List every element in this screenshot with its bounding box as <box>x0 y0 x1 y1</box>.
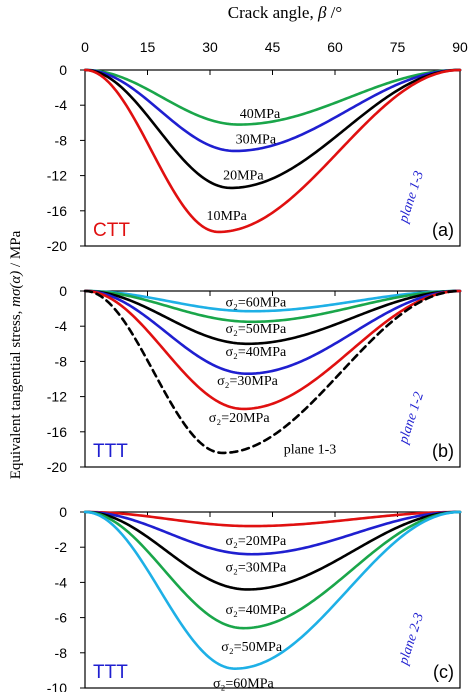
series-label: σ₂=60MPa <box>213 677 275 692</box>
top-tick-label: 15 <box>140 39 156 55</box>
y-tick-label: -12 <box>47 389 67 405</box>
series-line <box>83 510 462 528</box>
top-tick-label: 75 <box>390 39 406 55</box>
y-tick-label: -4 <box>55 97 68 113</box>
panel-label: (b) <box>432 441 454 461</box>
series-line <box>83 510 462 556</box>
y-tick-label: -20 <box>47 238 67 254</box>
series-line <box>83 289 462 324</box>
series-line <box>83 68 462 126</box>
y-tick-label: -6 <box>55 610 68 626</box>
plane-label: plane 1-2 <box>396 390 427 446</box>
series-line <box>83 510 462 591</box>
y-tick-label: 0 <box>59 62 67 78</box>
plane-label: plane 2-3 <box>396 611 427 667</box>
top-axis-title: Crack angle, β /° <box>228 3 342 22</box>
series-line <box>83 289 462 455</box>
panel-label: (c) <box>433 662 454 682</box>
y-tick-label: -8 <box>55 132 68 148</box>
series-label: σ₂=30MPa <box>225 561 287 576</box>
top-tick-label: 90 <box>452 39 468 55</box>
series-label: 10MPa <box>206 209 247 224</box>
panel-2: 0 -4 -8 -12 -16 -20 σ₂=60MPa σ₂=50MPa σ₂=40MPa σ₂… <box>47 283 462 475</box>
series-label: 30MPa <box>236 133 277 148</box>
y-tick-label: -16 <box>47 203 67 219</box>
case-label: TTT <box>93 662 128 683</box>
y-tick-label: -2 <box>55 539 68 555</box>
series-line <box>83 68 462 234</box>
series-label: σ₂=50MPa <box>225 322 287 337</box>
panel-label: (a) <box>432 220 454 240</box>
series-label: σ₂=40MPa <box>225 345 287 360</box>
top-tick-label: 30 <box>202 39 218 55</box>
series-line <box>83 510 462 670</box>
y-axis-title-text: Equivalent tangential stress, <box>8 307 24 479</box>
top-tick-label: 60 <box>327 39 343 55</box>
series-line <box>83 289 462 313</box>
series-line <box>83 68 462 190</box>
y-tick-label: -20 <box>47 459 67 475</box>
top-axis-ticklabels: 0 15 30 45 60 75 90 <box>81 39 468 55</box>
panel-1: 0 -4 -8 -12 -16 -20 40MPa 30MPa 20MPa 10MPa CTT (a)… <box>47 62 462 254</box>
series-line <box>83 289 462 376</box>
plane-label: plane 1-3 <box>396 169 427 225</box>
y-axis-title-unit: / MPa <box>8 230 24 270</box>
series-label: σ₂=20MPa <box>225 534 287 549</box>
series-label: 40MPa <box>240 107 281 122</box>
y-tick-label: -12 <box>47 168 67 184</box>
y-tick-label: 0 <box>59 504 67 520</box>
series-line <box>83 289 462 346</box>
panel-3: 0 -2 -4 -6 -8 -10 σ₂=20MPa σ₂=30MPa σ₂=40MPa σ₂=5… <box>47 504 462 692</box>
y-tick-label: -10 <box>47 680 67 692</box>
series-label: σ₂=30MPa <box>217 374 279 389</box>
top-axis-title-text: Crack angle, <box>228 3 318 22</box>
y-tick-label: -16 <box>47 424 67 440</box>
series-label: σ₂=40MPa <box>225 603 287 618</box>
top-axis-title-symbol: β <box>317 3 327 22</box>
series-label: 20MPa <box>223 169 264 184</box>
series-label: plane 1-3 <box>284 443 336 458</box>
y-tick-label: -4 <box>55 318 68 334</box>
y-tick-label: -8 <box>55 353 68 369</box>
series-label: σ₂=50MPa <box>221 640 283 655</box>
case-label: CTT <box>93 220 130 241</box>
series-line <box>83 510 462 630</box>
top-tick-label: 45 <box>265 39 281 55</box>
top-axis-title-unit: /° <box>326 3 342 22</box>
series-label: σ₂=20MPa <box>209 411 271 426</box>
y-tick-label: -4 <box>55 574 68 590</box>
case-label: TTT <box>93 441 128 462</box>
top-tick-label: 0 <box>81 39 89 55</box>
series-line <box>83 68 462 153</box>
y-tick-label: 0 <box>59 283 67 299</box>
y-tick-label: -8 <box>55 645 68 661</box>
y-axis-title-symbol: mσ(α) <box>8 271 24 307</box>
series-line <box>83 289 462 411</box>
series-label: σ₂=60MPa <box>225 296 287 311</box>
y-axis-title: Equivalent tangential stress, mσ(α) / MP… <box>8 230 24 479</box>
